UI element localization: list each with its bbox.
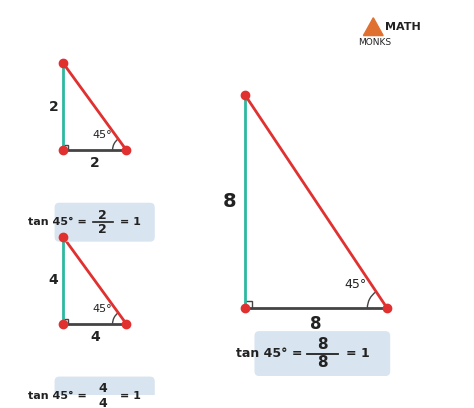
Polygon shape xyxy=(364,18,383,35)
Text: = 1: = 1 xyxy=(120,217,141,227)
Text: 2: 2 xyxy=(90,156,100,170)
FancyBboxPatch shape xyxy=(55,204,154,241)
Text: 45°: 45° xyxy=(93,130,112,140)
Text: 8: 8 xyxy=(317,337,328,353)
FancyBboxPatch shape xyxy=(55,377,154,408)
Text: = 1: = 1 xyxy=(120,391,141,401)
Text: 4: 4 xyxy=(48,273,58,288)
Text: tan 45° =: tan 45° = xyxy=(236,347,307,360)
Text: 2: 2 xyxy=(98,223,107,236)
Text: = 1: = 1 xyxy=(346,347,370,360)
Text: 45°: 45° xyxy=(345,278,367,291)
FancyBboxPatch shape xyxy=(255,332,390,375)
Text: 45°: 45° xyxy=(93,304,112,314)
Text: 4: 4 xyxy=(98,382,107,395)
Text: 8: 8 xyxy=(317,355,328,370)
Text: 8: 8 xyxy=(310,315,322,333)
Text: 4: 4 xyxy=(98,397,107,408)
Text: MATH: MATH xyxy=(385,22,421,32)
Text: tan 45° =: tan 45° = xyxy=(28,217,91,227)
Text: MONKS: MONKS xyxy=(358,38,391,47)
Text: 4: 4 xyxy=(90,330,100,344)
Text: 2: 2 xyxy=(48,100,58,114)
Text: tan 45° =: tan 45° = xyxy=(28,391,91,401)
Text: 8: 8 xyxy=(222,192,236,211)
Text: 2: 2 xyxy=(98,208,107,222)
